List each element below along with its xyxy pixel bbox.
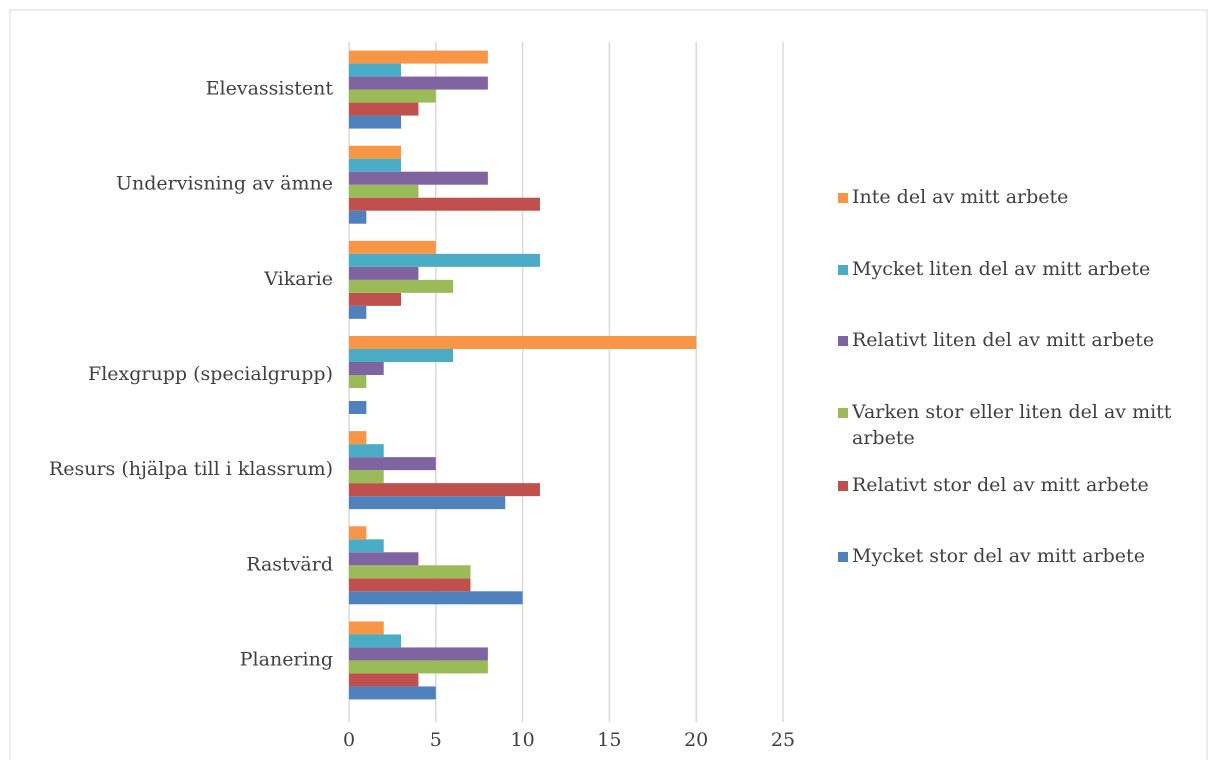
bar (349, 158, 402, 172)
bar (349, 621, 384, 635)
bar (349, 240, 436, 254)
x-tick-label: 15 (597, 729, 621, 751)
legend-item: Inte del av mitt arbete (852, 186, 1069, 208)
legend-swatch (838, 408, 848, 418)
bar (349, 457, 436, 471)
bar (349, 253, 540, 267)
bar (349, 660, 488, 674)
y-tick-label: Flexgrupp (specialgrupp) (88, 363, 333, 385)
legend-label: Inte del av mitt arbete (852, 186, 1069, 208)
legend-item: Mycket liten del av mitt arbete (852, 258, 1151, 280)
legend-swatch (838, 336, 848, 346)
bar (349, 578, 471, 592)
bar (349, 375, 367, 388)
bar (349, 634, 402, 648)
bar (349, 591, 523, 605)
bar (349, 444, 384, 458)
bar (349, 496, 506, 510)
x-tick-label: 20 (684, 729, 708, 751)
y-tick-label: Resurs (hjälpa till i klassrum) (49, 458, 333, 480)
bar (349, 362, 384, 375)
legend-label: Varken stor eller liten del av mitt arbe… (852, 401, 1172, 449)
y-tick-label: Planering (240, 648, 333, 670)
bar (349, 197, 540, 211)
bar (349, 210, 367, 224)
x-tick-label: 5 (430, 729, 442, 751)
bar (349, 470, 384, 484)
bar (349, 673, 419, 687)
bar (349, 526, 367, 540)
legend-item: Relativt stor del av mitt arbete (852, 474, 1149, 496)
bar (349, 266, 419, 280)
x-tick-label: 10 (511, 729, 535, 751)
bar (349, 89, 436, 103)
bar (349, 50, 488, 64)
bar (349, 63, 402, 77)
legend-swatch (838, 481, 848, 491)
bar (349, 336, 697, 349)
bar (349, 349, 454, 362)
bar (349, 305, 367, 319)
bar (349, 76, 488, 90)
bar (349, 115, 402, 129)
bar (349, 686, 436, 700)
bar (349, 431, 367, 445)
x-tick-label: 25 (771, 729, 795, 751)
legend-swatch (838, 193, 848, 203)
legend-swatch (838, 265, 848, 275)
bar (349, 565, 471, 579)
legend-label: Mycket stor del av mitt arbete (852, 545, 1145, 567)
x-tick-label: 0 (343, 729, 355, 751)
chart-border (9, 9, 1208, 760)
legend-label: Relativt liten del av mitt arbete (852, 329, 1155, 351)
legend-swatch (838, 552, 848, 562)
y-tick-label: Vikarie (263, 268, 333, 290)
legend-label: Relativt stor del av mitt arbete (852, 474, 1149, 496)
bar (349, 539, 384, 553)
bar (349, 647, 488, 661)
y-tick-label: Elevassistent (206, 78, 334, 100)
bar (349, 102, 419, 116)
bar (349, 171, 488, 185)
legend-item: Mycket stor del av mitt arbete (852, 545, 1145, 567)
y-tick-label: Undervisning av ämne (116, 173, 333, 195)
legend-item: Varken stor eller liten del av mitt arbe… (852, 401, 1172, 449)
bar (349, 401, 367, 414)
y-tick-label: Rastvärd (246, 553, 333, 575)
bar (349, 483, 540, 497)
bar (349, 552, 419, 566)
legend-label: Mycket liten del av mitt arbete (852, 258, 1151, 280)
legend-item: Relativt liten del av mitt arbete (852, 329, 1155, 351)
bar (349, 184, 419, 198)
bar (349, 145, 402, 159)
bar (349, 279, 454, 293)
bar (349, 292, 402, 306)
